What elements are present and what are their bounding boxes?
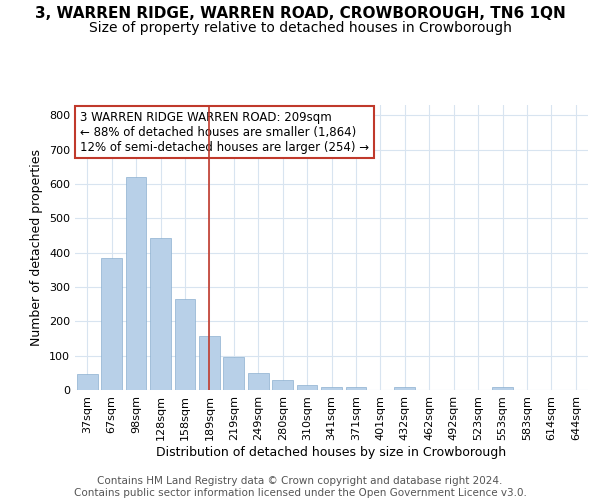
Bar [394, 386, 415, 390]
Bar [199, 336, 220, 390]
Text: Size of property relative to detached houses in Crowborough: Size of property relative to detached ho… [89, 21, 511, 35]
Y-axis label: Number of detached properties: Number of detached properties [31, 149, 43, 346]
Bar [492, 388, 513, 390]
X-axis label: Distribution of detached houses by size in Crowborough: Distribution of detached houses by size … [157, 446, 506, 458]
Bar [150, 238, 171, 390]
Text: 3, WARREN RIDGE, WARREN ROAD, CROWBOROUGH, TN6 1QN: 3, WARREN RIDGE, WARREN ROAD, CROWBOROUG… [35, 6, 565, 21]
Bar [321, 386, 342, 390]
Bar [272, 380, 293, 390]
Bar [296, 385, 317, 390]
Bar [223, 358, 244, 390]
Bar [175, 299, 196, 390]
Bar [248, 373, 269, 390]
Bar [346, 386, 367, 390]
Bar [101, 258, 122, 390]
Text: Contains HM Land Registry data © Crown copyright and database right 2024.
Contai: Contains HM Land Registry data © Crown c… [74, 476, 526, 498]
Bar [125, 177, 146, 390]
Bar [77, 374, 98, 390]
Text: 3 WARREN RIDGE WARREN ROAD: 209sqm
← 88% of detached houses are smaller (1,864)
: 3 WARREN RIDGE WARREN ROAD: 209sqm ← 88%… [80, 110, 369, 154]
